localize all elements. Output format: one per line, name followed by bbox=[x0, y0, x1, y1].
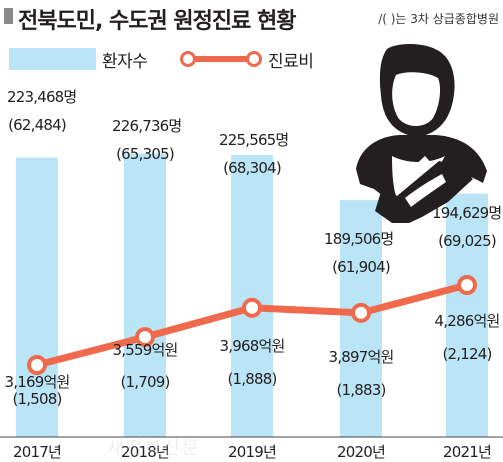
patient-count-label-0: 223,468명 bbox=[7, 88, 76, 106]
cost-point-4 bbox=[457, 275, 477, 295]
patient-tertiary-label-0: (62,484) bbox=[8, 116, 66, 134]
cost-label-1: 3,559억원 bbox=[113, 341, 178, 359]
patient-tertiary-label-2: (68,304) bbox=[223, 159, 281, 177]
cost-label-0: 3,169억원 bbox=[5, 373, 70, 391]
patient-count-label-1: 226,736명 bbox=[112, 117, 181, 135]
cost-tertiary-label-4: (2,124) bbox=[442, 345, 491, 363]
cost-label-2: 3,968억원 bbox=[220, 337, 285, 355]
source-note: /( )는 3차 상급종합병원 bbox=[378, 12, 499, 26]
bar-4 bbox=[446, 193, 488, 437]
patient-count-label-2: 225,565명 bbox=[219, 131, 288, 149]
cost-tertiary-label-2: (1,888) bbox=[227, 370, 276, 388]
x-tick-label-3: 2020년 bbox=[337, 443, 385, 461]
legend-cost-label: 진료비 bbox=[268, 51, 314, 72]
x-tick-label-4: 2021년 bbox=[443, 443, 491, 461]
watermark-text: 새전북신문 bbox=[108, 438, 201, 459]
legend-line-dot-left bbox=[180, 51, 196, 67]
icon-face bbox=[392, 72, 441, 127]
cost-point-2 bbox=[242, 297, 262, 318]
cost-tertiary-label-0: (1,508) bbox=[12, 390, 61, 408]
cost-point-1 bbox=[135, 327, 155, 348]
patient-with-arm-sling-icon bbox=[356, 44, 487, 223]
bar-1 bbox=[124, 153, 166, 437]
legend-cost: 진료비 bbox=[180, 48, 314, 72]
cost-point-0 bbox=[27, 355, 47, 375]
x-tick-label-0: 2017년 bbox=[13, 443, 61, 461]
bar-2 bbox=[231, 155, 273, 437]
patient-tertiary-label-4: (69,025) bbox=[438, 232, 496, 250]
icon-sling-band bbox=[405, 174, 446, 207]
legend-line-swatch bbox=[180, 48, 262, 70]
patient-count-label-3: 189,506명 bbox=[324, 230, 393, 248]
cost-point-3 bbox=[351, 302, 371, 323]
x-tick-label-1: 2018년 bbox=[121, 443, 169, 461]
patient-tertiary-label-3: (61,904) bbox=[332, 258, 390, 276]
legend-line-dot-right bbox=[246, 51, 262, 67]
legend-bar-swatch bbox=[9, 48, 96, 70]
cost-label-3: 3,897억원 bbox=[329, 348, 394, 366]
x-tick-label-2: 2019년 bbox=[228, 443, 276, 461]
cost-label-4: 4,286억원 bbox=[435, 312, 500, 330]
bar-0 bbox=[16, 157, 58, 438]
title-marker bbox=[4, 8, 13, 24]
patient-count-label-4: 194,629명 bbox=[432, 204, 501, 222]
legend-patients: 환자수 bbox=[9, 48, 148, 72]
legend-patients-label: 환자수 bbox=[102, 51, 148, 72]
cost-tertiary-label-3: (1,883) bbox=[336, 381, 385, 399]
chart-title: 전북도민, 수도권 원정진료 현황 bbox=[18, 9, 296, 34]
patient-tertiary-label-1: (65,305) bbox=[116, 145, 174, 163]
cost-tertiary-label-1: (1,709) bbox=[120, 373, 169, 391]
